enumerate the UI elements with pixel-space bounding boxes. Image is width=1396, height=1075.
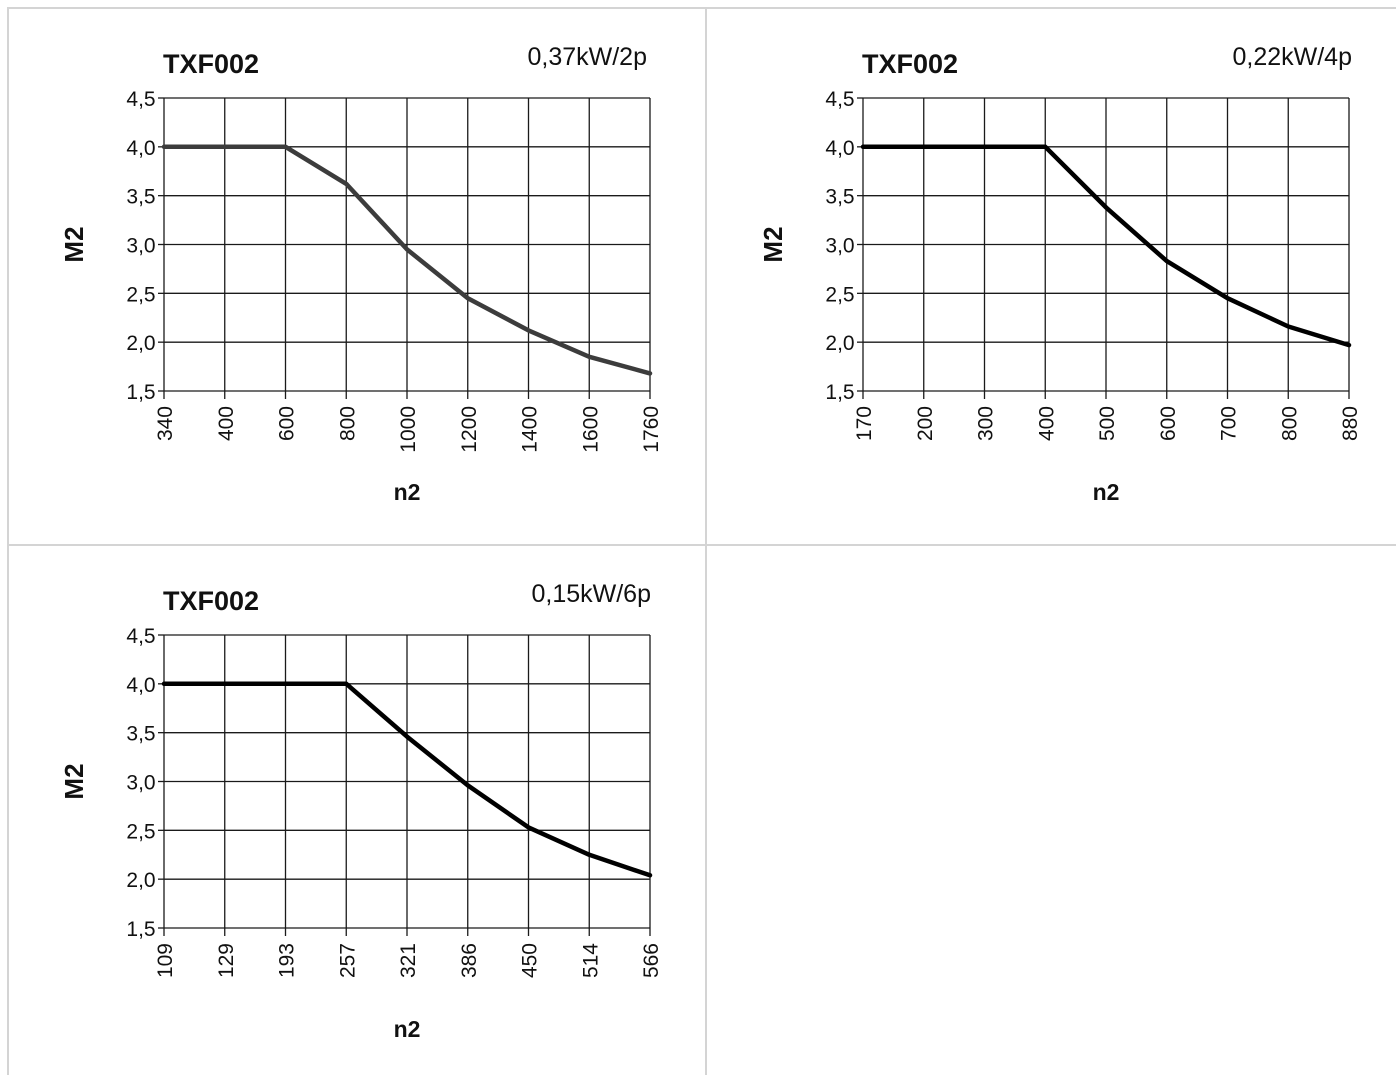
x-tick-label: 129 <box>215 943 238 978</box>
y-tick-label: 4,5 <box>126 88 155 111</box>
x-tick-label: 386 <box>458 943 481 978</box>
table-border-top <box>8 7 1396 9</box>
y-tick-label: 3,5 <box>126 723 155 746</box>
y-tick-label: 4,0 <box>825 137 854 160</box>
y-tick-label: 1,5 <box>126 918 155 941</box>
y-tick-label: 3,5 <box>126 186 155 209</box>
table-border-left <box>7 7 9 1075</box>
y-tick-label: 2,5 <box>126 820 155 843</box>
series-line <box>161 144 653 376</box>
x-axis-label: n2 <box>394 479 421 505</box>
y-tick-label: 2,0 <box>126 869 155 892</box>
x-tick-label: 257 <box>336 943 359 978</box>
chart-3: 1,5 2,0 2,5 3,0 3,5 4,0 4,5 109 129 193 257 321 386 4… <box>59 580 663 1042</box>
x-tick-label: 1400 <box>519 406 542 453</box>
chart-title: TXF002 <box>163 586 259 616</box>
y-tick-label: 4,5 <box>825 88 854 111</box>
y-tick-label: 4,0 <box>126 674 155 697</box>
x-axis-label: n2 <box>394 1016 421 1042</box>
x-tick-label: 600 <box>276 406 299 441</box>
x-tick-label: 1760 <box>640 406 663 453</box>
x-tick-label: 321 <box>397 943 420 978</box>
x-tick-label: 450 <box>519 943 542 978</box>
x-tick-label: 1600 <box>579 406 602 453</box>
y-axis-label: M2 <box>758 226 788 262</box>
y-tick-label: 2,0 <box>825 332 854 355</box>
y-tick-label: 2,0 <box>126 332 155 355</box>
x-tick-label: 800 <box>336 406 359 441</box>
series-line <box>161 681 653 878</box>
x-tick-label: 200 <box>914 406 937 441</box>
x-axis-label: n2 <box>1093 479 1120 505</box>
x-tick-label: 1000 <box>397 406 420 453</box>
y-tick-label: 1,5 <box>126 381 155 404</box>
x-tick-label: 566 <box>640 943 663 978</box>
x-tick-label: 1200 <box>458 406 481 453</box>
y-axis-label: M2 <box>59 763 89 799</box>
x-tick-label: 340 <box>154 406 177 441</box>
chart-subtitle: 0,22kW/4p <box>1232 43 1352 71</box>
chart-title: TXF002 <box>163 49 259 79</box>
y-tick-label: 3,0 <box>126 235 155 258</box>
y-axis-label: M2 <box>59 226 89 262</box>
chart-1: 1,5 2,0 2,5 3,0 3,5 4,0 4,5 340 400 600 800 1000 120… <box>59 43 663 505</box>
chart-subtitle: 0,15kW/6p <box>531 580 651 608</box>
x-tick-label: 880 <box>1339 406 1362 441</box>
x-tick-label: 500 <box>1096 406 1119 441</box>
chart-title: TXF002 <box>862 49 958 79</box>
series-line <box>860 144 1352 348</box>
chart-subtitle: 0,37kW/2p <box>527 43 647 71</box>
table-border-middle <box>8 544 1396 546</box>
x-tick-label: 300 <box>975 406 998 441</box>
x-tick-label: 514 <box>579 943 602 978</box>
x-tick-label: 700 <box>1218 406 1241 441</box>
y-tick-label: 1,5 <box>825 381 854 404</box>
y-tick-label: 4,0 <box>126 137 155 160</box>
x-tick-label: 109 <box>154 943 177 978</box>
x-tick-label: 800 <box>1278 406 1301 441</box>
y-tick-label: 2,5 <box>825 283 854 306</box>
y-tick-label: 3,5 <box>825 186 854 209</box>
chart-2: 1,5 2,0 2,5 3,0 3,5 4,0 4,5 170 200 300 400 500 600 7… <box>758 43 1362 505</box>
y-tick-label: 3,0 <box>825 235 854 258</box>
y-tick-label: 3,0 <box>126 772 155 795</box>
x-tick-label: 400 <box>1035 406 1058 441</box>
x-tick-label: 193 <box>276 943 299 978</box>
x-tick-label: 600 <box>1157 406 1180 441</box>
x-tick-label: 400 <box>215 406 238 441</box>
x-tick-label: 170 <box>853 406 876 441</box>
y-tick-label: 2,5 <box>126 283 155 306</box>
y-tick-label: 4,5 <box>126 625 155 648</box>
table-border-center <box>705 7 707 1075</box>
